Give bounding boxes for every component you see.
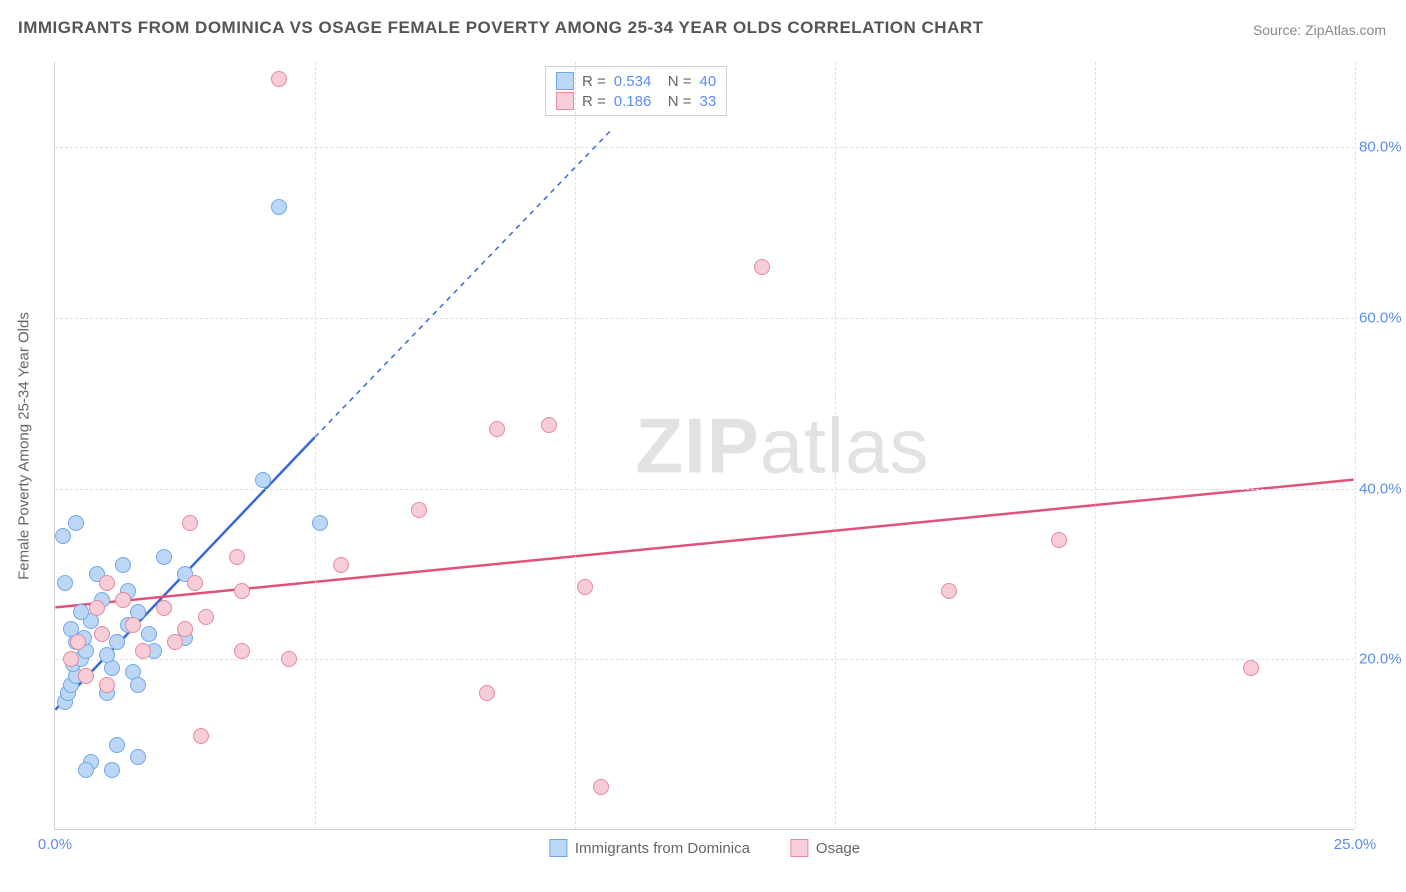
r-value: 0.186 <box>614 93 660 110</box>
data-point <box>94 626 110 642</box>
legend-stats-row: R = 0.534 N = 40 <box>556 71 716 91</box>
r-value: 0.534 <box>614 73 660 90</box>
data-point <box>1051 532 1067 548</box>
data-point <box>167 634 183 650</box>
data-point <box>55 528 71 544</box>
data-point <box>577 579 593 595</box>
data-point <box>255 472 271 488</box>
r-label: R = <box>582 73 606 90</box>
data-point <box>198 609 214 625</box>
legend-swatch <box>790 839 808 857</box>
n-label: N = <box>668 73 692 90</box>
data-point <box>78 668 94 684</box>
gridline-v <box>1355 62 1356 829</box>
data-point <box>479 685 495 701</box>
data-point <box>177 621 193 637</box>
data-point <box>89 600 105 616</box>
data-point <box>109 737 125 753</box>
data-point <box>57 575 73 591</box>
source-label: Source: ZipAtlas.com <box>1253 22 1386 38</box>
data-point <box>130 677 146 693</box>
data-point <box>754 259 770 275</box>
legend-series-item: Osage <box>790 839 860 857</box>
legend-stats: R = 0.534 N = 40 R = 0.186 N = 33 <box>545 66 727 116</box>
legend-series-label: Osage <box>816 840 860 857</box>
data-point <box>99 575 115 591</box>
data-point <box>312 515 328 531</box>
data-point <box>68 515 84 531</box>
plot-area: ZIPatlas R =0.534N =40R =0.186N =33 Immi… <box>54 62 1354 830</box>
data-point <box>109 634 125 650</box>
data-point <box>78 762 94 778</box>
data-point <box>104 762 120 778</box>
y-tick-label: 80.0% <box>1359 139 1406 156</box>
data-point <box>156 600 172 616</box>
trend-lines-layer <box>55 62 1354 829</box>
data-point <box>271 199 287 215</box>
data-point <box>411 502 427 518</box>
data-point <box>115 592 131 608</box>
data-point <box>115 557 131 573</box>
gridline-v <box>1095 62 1096 829</box>
data-point <box>141 626 157 642</box>
data-point <box>1243 660 1259 676</box>
x-tick-label: 25.0% <box>1334 836 1377 853</box>
data-point <box>182 515 198 531</box>
gridline-h <box>55 318 1354 319</box>
data-point <box>156 549 172 565</box>
legend-series-label: Immigrants from Dominica <box>575 840 750 857</box>
data-point <box>489 421 505 437</box>
watermark: ZIPatlas <box>635 400 929 491</box>
gridline-h <box>55 489 1354 490</box>
data-point <box>135 643 151 659</box>
y-axis-label: Female Poverty Among 25-34 Year Olds <box>16 312 33 580</box>
y-tick-label: 40.0% <box>1359 480 1406 497</box>
data-point <box>63 651 79 667</box>
data-point <box>281 651 297 667</box>
gridline-h <box>55 147 1354 148</box>
data-point <box>99 677 115 693</box>
data-point <box>333 557 349 573</box>
legend-swatch <box>556 72 574 90</box>
legend-swatch <box>549 839 567 857</box>
gridline-v <box>835 62 836 829</box>
data-point <box>99 647 115 663</box>
legend-swatch <box>556 92 574 110</box>
data-point <box>234 643 250 659</box>
y-tick-label: 20.0% <box>1359 651 1406 668</box>
data-point <box>187 575 203 591</box>
data-point <box>73 604 89 620</box>
gridline-h <box>55 659 1354 660</box>
legend-series: Immigrants from Dominica Osage <box>549 839 860 857</box>
data-point <box>234 583 250 599</box>
data-point <box>271 71 287 87</box>
n-value: 33 <box>700 93 717 110</box>
legend-stats-row: R = 0.186 N = 33 <box>556 91 716 111</box>
data-point <box>541 417 557 433</box>
data-point <box>70 634 86 650</box>
gridline-v <box>575 62 576 829</box>
chart-title: IMMIGRANTS FROM DOMINICA VS OSAGE FEMALE… <box>18 18 984 38</box>
data-point <box>941 583 957 599</box>
data-point <box>229 549 245 565</box>
data-point <box>125 617 141 633</box>
r-label: R = <box>582 93 606 110</box>
legend-series-item: Immigrants from Dominica <box>549 839 750 857</box>
n-value: 40 <box>700 73 717 90</box>
x-tick-label: 0.0% <box>38 836 72 853</box>
y-tick-label: 60.0% <box>1359 310 1406 327</box>
gridline-v <box>315 62 316 829</box>
data-point <box>593 779 609 795</box>
data-point <box>193 728 209 744</box>
n-label: N = <box>668 93 692 110</box>
data-point <box>130 749 146 765</box>
